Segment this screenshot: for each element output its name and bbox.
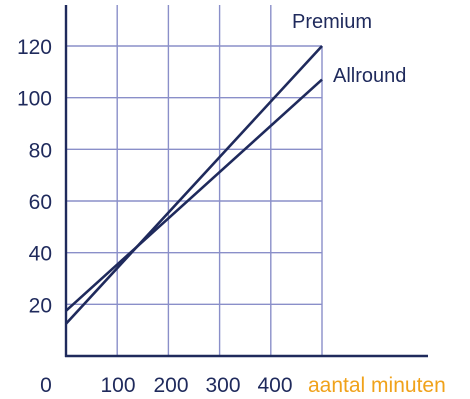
series-labels: Premium Allround [292,11,406,87]
y-tick-label: 80 [29,139,52,162]
series-label-premium: Premium [292,11,372,33]
y-tick-label: 20 [29,294,52,317]
x-axis-label: aantal minuten [308,374,446,397]
y-tick-label: 60 [29,191,52,214]
y-tick-label: 40 [29,243,52,266]
x-tick-labels: 0 100 200 300 400 [40,374,292,397]
series-label-allround: Allround [333,65,406,87]
y-tick-label: 100 [17,88,52,111]
x-tick-label: 400 [257,374,292,397]
x-tick-label: 300 [205,374,240,397]
axes [64,5,428,358]
series-lines [65,45,323,325]
grid [66,5,323,356]
x-tick-label: 100 [100,374,135,397]
x-tick-label: 0 [40,374,52,397]
series-line-allround [65,78,323,312]
x-tick-label: 200 [153,374,188,397]
series-line-premium [65,45,323,325]
y-tick-labels: 20 40 60 80 100 120 [17,36,52,317]
y-tick-label: 120 [17,36,52,59]
